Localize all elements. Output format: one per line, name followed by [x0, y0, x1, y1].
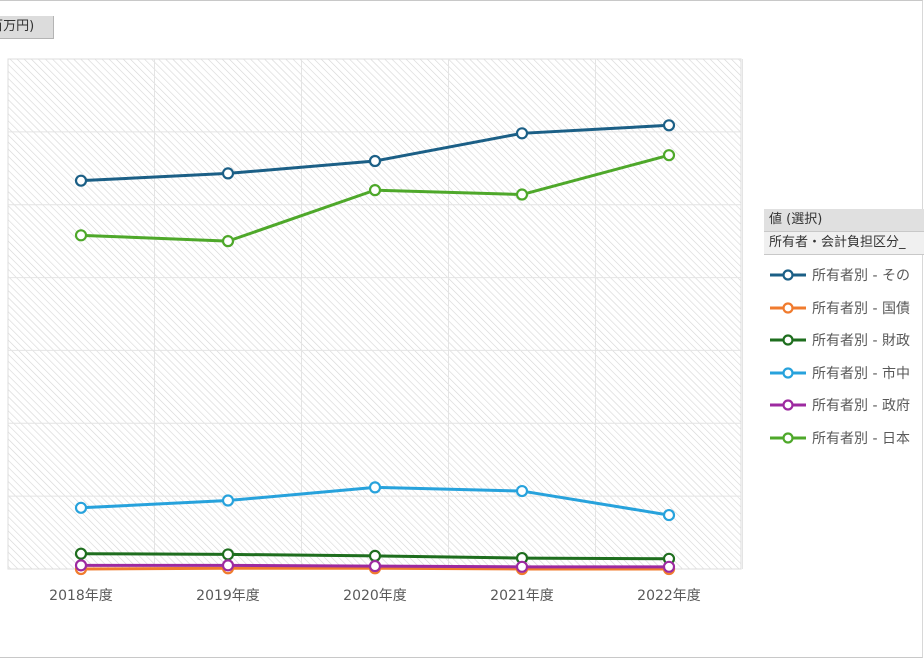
legend-item[interactable]: 所有者別 - その: [764, 259, 924, 292]
unit-label: (百万円): [0, 16, 54, 39]
legend-item-label: 所有者別 - 市中: [812, 365, 910, 382]
data-point: [221, 559, 235, 572]
x-tick-label: 2018年度: [49, 588, 113, 604]
legend-item[interactable]: 所有者別 - 国債: [764, 292, 924, 325]
legend-item-label: 所有者別 - その: [812, 268, 910, 285]
data-point: [368, 549, 382, 562]
legend-title: 値 (選択): [764, 209, 924, 232]
data-point: [74, 559, 88, 572]
data-point: [368, 481, 382, 494]
legend-swatch-icon: [770, 432, 806, 444]
data-point: [368, 154, 382, 168]
x-tick-label: 2020年度: [343, 588, 407, 604]
data-point: [662, 560, 676, 573]
legend-item-label: 所有者別 - 政府: [812, 398, 910, 415]
legend-swatch-icon: [770, 367, 806, 379]
data-point: [74, 547, 88, 560]
data-point: [515, 188, 529, 201]
data-point: [515, 560, 529, 573]
legend-item-label: 所有者別 - 日本: [812, 430, 910, 447]
x-tick-label: 2021年度: [490, 588, 554, 604]
legend-item[interactable]: 所有者別 - 市中: [764, 357, 924, 390]
data-point: [662, 119, 676, 132]
legend-subtitle: 所有者・会計負担区分_: [764, 232, 924, 255]
legend-swatch-icon: [770, 334, 806, 346]
data-point: [221, 167, 235, 180]
line-chart: 2018年度 2019年度 2020年度 2021年度 2022年度: [7, 58, 743, 604]
legend-item-label: 所有者別 - 国債: [812, 300, 910, 317]
legend-swatch-icon: [770, 269, 806, 281]
legend-item-label: 所有者別 - 財政: [812, 333, 910, 350]
data-point: [221, 494, 235, 507]
legend-swatch-icon: [770, 302, 806, 314]
data-point: [74, 501, 88, 514]
data-point: [515, 484, 529, 498]
data-point: [368, 559, 382, 573]
data-point: [662, 508, 676, 522]
x-tick-label: 2019年度: [196, 588, 260, 604]
data-point: [74, 229, 88, 242]
legend-item[interactable]: 所有者別 - 政府: [764, 389, 924, 422]
data-point: [221, 548, 235, 561]
legend: 値 (選択) 所有者・会計負担区分_ 所有者別 - その 所有者別 - 国債 所有者…: [764, 209, 924, 454]
data-point: [221, 235, 235, 248]
legend-swatch-icon: [770, 399, 806, 411]
x-tick-label: 2022年度: [637, 588, 701, 604]
data-point: [662, 149, 676, 162]
data-point: [74, 174, 88, 187]
data-point: [515, 127, 529, 140]
data-point: [368, 184, 382, 197]
legend-item[interactable]: 所有者別 - 日本: [764, 422, 924, 455]
legend-item[interactable]: 所有者別 - 財政: [764, 324, 924, 357]
